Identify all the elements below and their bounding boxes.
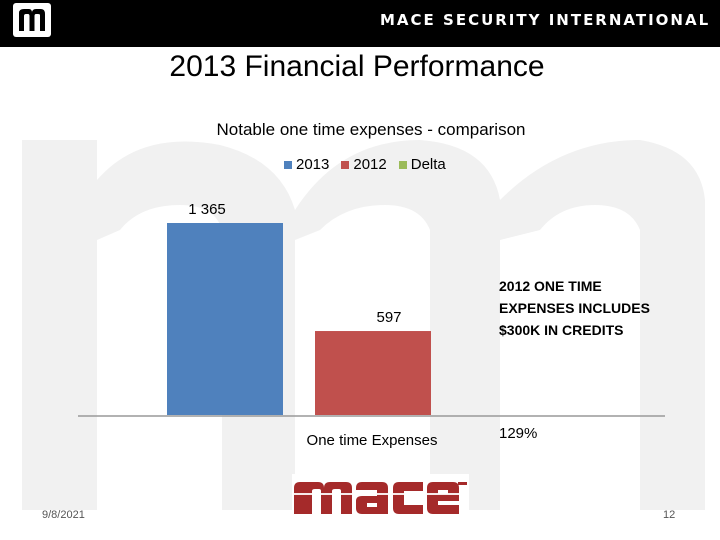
x-tick-label: One time Expenses xyxy=(307,432,438,449)
note-line-1: 2012 ONE TIME xyxy=(499,278,602,294)
bar-2012 xyxy=(315,331,431,415)
delta-value-label: 129% xyxy=(499,425,538,442)
chart-title: Notable one time expenses - comparison xyxy=(216,120,526,139)
note-line-3: $300K IN CREDITS xyxy=(499,322,624,338)
m-logo-icon xyxy=(13,3,51,37)
mace-logo xyxy=(292,474,469,516)
legend-label-delta: Delta xyxy=(410,156,446,173)
chart-legend: 2013 2012 Delta xyxy=(284,156,446,173)
slide-title: 2013 Financial Performance xyxy=(169,50,545,83)
legend-label-2012: 2012 xyxy=(353,156,387,173)
header-bar: MACE SECURITY INTERNATIONAL xyxy=(0,0,720,47)
legend-item-delta: Delta xyxy=(398,156,446,173)
footer-date: 9/8/2021 xyxy=(42,509,85,521)
legend-swatch-delta xyxy=(398,160,407,169)
legend-swatch-2012 xyxy=(341,160,350,169)
data-label-2012: 597 xyxy=(376,309,401,326)
data-label-2013: 1 365 xyxy=(188,201,226,218)
legend-swatch-2013 xyxy=(284,160,292,169)
note-text: 2012 ONE TIME EXPENSES INCLUDES $300K IN… xyxy=(499,275,669,341)
legend-label-2013: 2013 xyxy=(296,156,330,173)
legend-item-2012: 2012 xyxy=(341,156,387,173)
bar-2013 xyxy=(167,223,283,415)
company-name: MACE SECURITY INTERNATIONAL xyxy=(380,11,711,29)
page-number: 12 xyxy=(663,509,676,521)
note-line-2: EXPENSES INCLUDES xyxy=(499,300,650,316)
legend-item-2013: 2013 xyxy=(284,156,329,173)
